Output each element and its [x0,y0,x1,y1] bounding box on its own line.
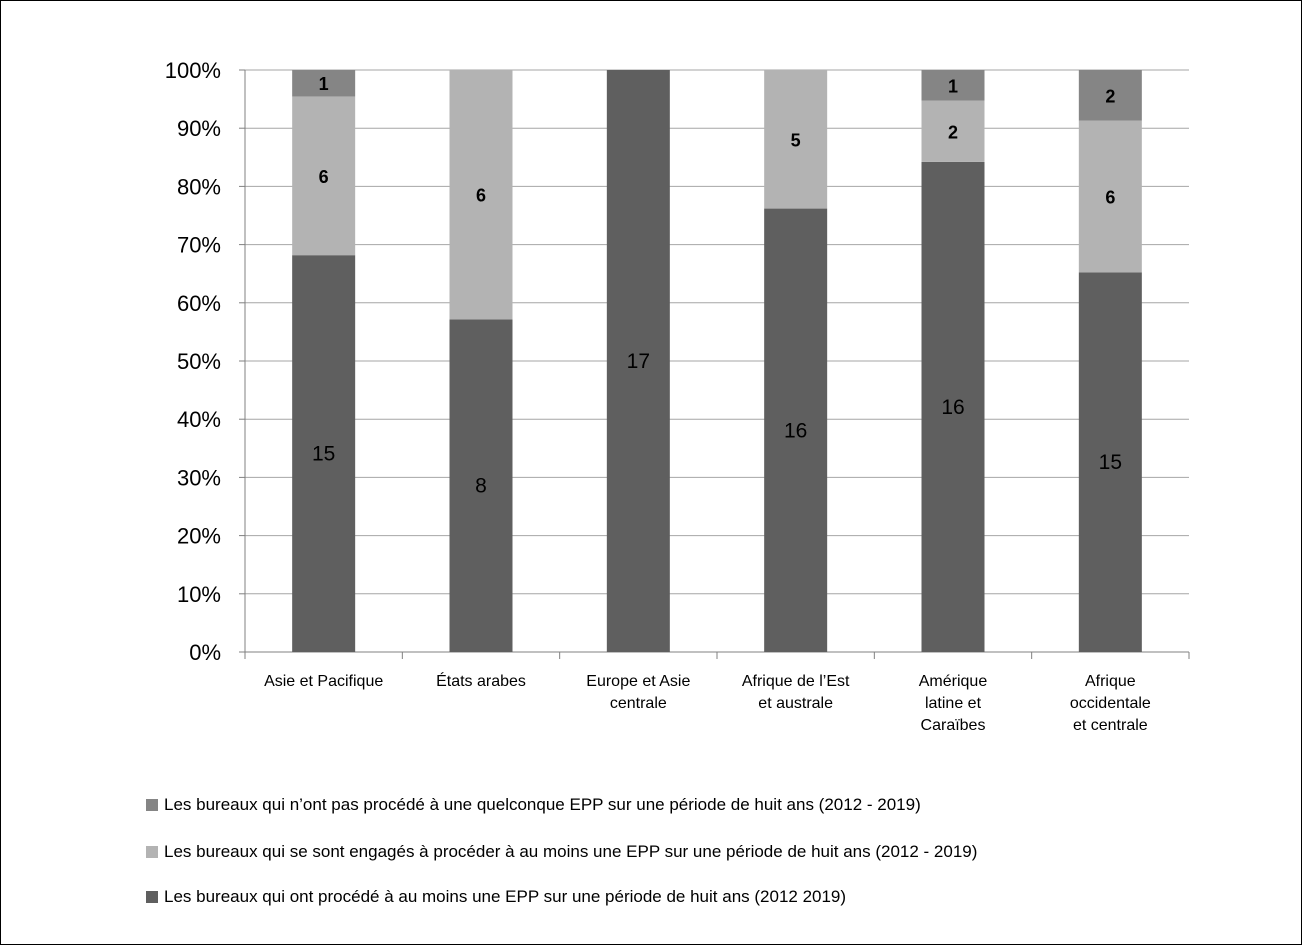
y-tick-label: 50% [177,349,221,374]
y-tick-label: 60% [177,291,221,316]
legend-label-none: Les bureaux qui n’ont pas procédé à une … [164,795,921,814]
bar-data-label: 6 [476,186,486,206]
x-category-label: centrale [610,695,667,712]
legend-entry-committed: Les bureaux qui se sont engagés à procéd… [146,842,977,862]
legend-entry-conducted: Les bureaux qui ont procédé à au moins u… [146,887,846,907]
bar-data-label: 5 [791,130,801,150]
legend-swatch-conducted [146,891,158,903]
bar-segment [764,70,828,209]
y-tick-label: 0% [189,640,221,665]
bar-data-label: 17 [627,350,650,373]
legend-swatch-committed [146,846,158,858]
bar-data-label: 6 [1105,188,1115,208]
bar-segment [1078,120,1142,273]
x-category-label: Caraïbes [921,717,986,734]
bar-segment [292,96,356,256]
bar-segment [292,255,356,652]
legend-swatch-none [146,799,158,811]
bar-data-label: 2 [1105,86,1115,106]
bar-data-label: 15 [312,443,335,466]
y-tick-label: 40% [177,407,221,432]
bar-data-label: 1 [319,74,329,94]
bar-segment [449,319,513,652]
y-tick-label: 20% [177,524,221,549]
bar-data-label: 6 [319,167,329,187]
bar-segment [921,100,985,162]
bar-data-label: 16 [784,419,807,442]
x-category-label: et centrale [1073,717,1148,734]
y-tick-label: 30% [177,465,221,490]
x-category-label: Afrique de l’Est [742,673,850,690]
bar-segment [1078,70,1142,121]
x-category-label: États arabes [436,671,526,690]
bar-data-label: 16 [941,396,964,419]
legend-entry-none: Les bureaux qui n’ont pas procédé à une … [146,795,921,815]
x-category-label: Afrique [1085,673,1136,690]
bar-segment [449,70,513,320]
bar-data-label: 8 [475,475,487,498]
y-tick-label: 10% [177,582,221,607]
y-tick-label: 80% [177,174,221,199]
legend-label-conducted: Les bureaux qui ont procédé à au moins u… [164,887,847,906]
legend-label-committed: Les bureaux qui se sont engagés à procéd… [164,842,978,861]
y-tick-label: 100% [165,58,221,83]
y-tick-label: 70% [177,233,221,258]
bar-data-label: 2 [948,122,958,142]
x-category-label: occidentale [1070,695,1151,712]
bar-segment [921,161,985,653]
bar-segment [921,70,985,101]
x-category-label: Europe et Asie [586,673,690,690]
y-tick-label: 90% [177,116,221,141]
bar-segment [1078,272,1142,652]
x-category-label: Asie et Pacifique [264,673,383,690]
x-category-label: et australe [758,695,833,712]
bar-segment [606,70,670,652]
x-category-label: Amérique [919,673,988,690]
bar-data-label: 1 [948,76,958,96]
bar-data-label: 15 [1099,451,1122,474]
bar-segment [292,70,356,97]
x-category-label: latine et [925,695,982,712]
bar-segment [764,208,828,653]
